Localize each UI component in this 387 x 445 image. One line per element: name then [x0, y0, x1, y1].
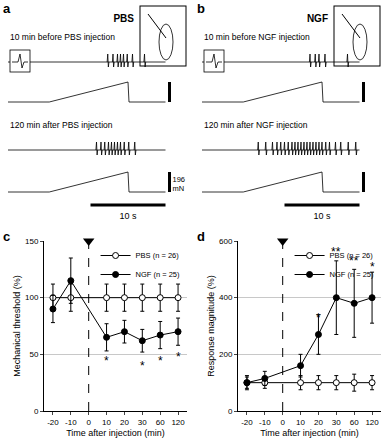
- svg-text:60: 60: [156, 418, 165, 427]
- svg-text:PBS: PBS: [113, 13, 134, 24]
- svg-text:400: 400: [219, 293, 233, 302]
- svg-text:Time after injection (min): Time after injection (min): [260, 428, 359, 438]
- svg-text:Mechanical threshold (%): Mechanical threshold (%): [12, 275, 22, 377]
- svg-text:d: d: [197, 229, 205, 244]
- svg-text:-20: -20: [47, 418, 59, 427]
- svg-text:*: *: [104, 354, 109, 368]
- svg-text:60: 60: [350, 418, 359, 427]
- svg-text:120 min after NGF injection: 120 min after NGF injection: [204, 120, 308, 130]
- svg-text:-10: -10: [65, 418, 77, 427]
- svg-text:10: 10: [296, 418, 305, 427]
- svg-text:120: 120: [365, 418, 379, 427]
- svg-text:120: 120: [171, 418, 185, 427]
- svg-text:20: 20: [314, 418, 323, 427]
- svg-text:**: **: [349, 254, 359, 268]
- svg-text:*: *: [316, 311, 321, 325]
- svg-text:**: **: [331, 245, 341, 259]
- svg-text:NGF (n = 25): NGF (n = 25): [330, 270, 374, 279]
- svg-text:0: 0: [86, 418, 91, 427]
- svg-text:Response magnitude (%): Response magnitude (%): [206, 275, 216, 377]
- svg-text:30: 30: [332, 418, 341, 427]
- svg-text:-10: -10: [259, 418, 271, 427]
- svg-text:200: 200: [219, 350, 233, 359]
- svg-text:*: *: [140, 359, 145, 373]
- svg-text:NGF: NGF: [307, 13, 328, 24]
- svg-text:NGF (n = 25): NGF (n = 25): [136, 270, 180, 279]
- svg-text:30: 30: [138, 418, 147, 427]
- svg-text:PBS (n = 26): PBS (n = 26): [330, 251, 374, 260]
- svg-text:0: 0: [280, 418, 285, 427]
- svg-text:10 min before NGF injection: 10 min before NGF injection: [204, 32, 310, 42]
- svg-text:a: a: [3, 1, 11, 16]
- svg-text:-20: -20: [241, 418, 253, 427]
- svg-text:b: b: [197, 1, 205, 16]
- svg-text:10: 10: [102, 418, 111, 427]
- svg-text:100: 100: [25, 293, 39, 302]
- svg-text:*: *: [370, 260, 375, 274]
- svg-text:PBS (n = 26): PBS (n = 26): [136, 251, 180, 260]
- svg-text:10 s: 10 s: [313, 211, 331, 221]
- svg-text:0: 0: [228, 407, 233, 416]
- svg-text:600: 600: [219, 237, 233, 246]
- svg-text:*: *: [176, 350, 181, 364]
- svg-text:10 min before PBS injection: 10 min before PBS injection: [10, 32, 115, 42]
- svg-text:196mN: 196mN: [173, 175, 186, 193]
- svg-text:10 s: 10 s: [119, 211, 137, 221]
- svg-text:150: 150: [25, 237, 39, 246]
- svg-text:50: 50: [29, 350, 38, 359]
- svg-text:Time after injection (min): Time after injection (min): [66, 428, 165, 438]
- svg-text:c: c: [3, 229, 10, 244]
- svg-text:0: 0: [34, 407, 39, 416]
- svg-text:120 min after PBS injection: 120 min after PBS injection: [10, 120, 113, 130]
- svg-text:*: *: [158, 354, 163, 368]
- svg-text:20: 20: [120, 418, 129, 427]
